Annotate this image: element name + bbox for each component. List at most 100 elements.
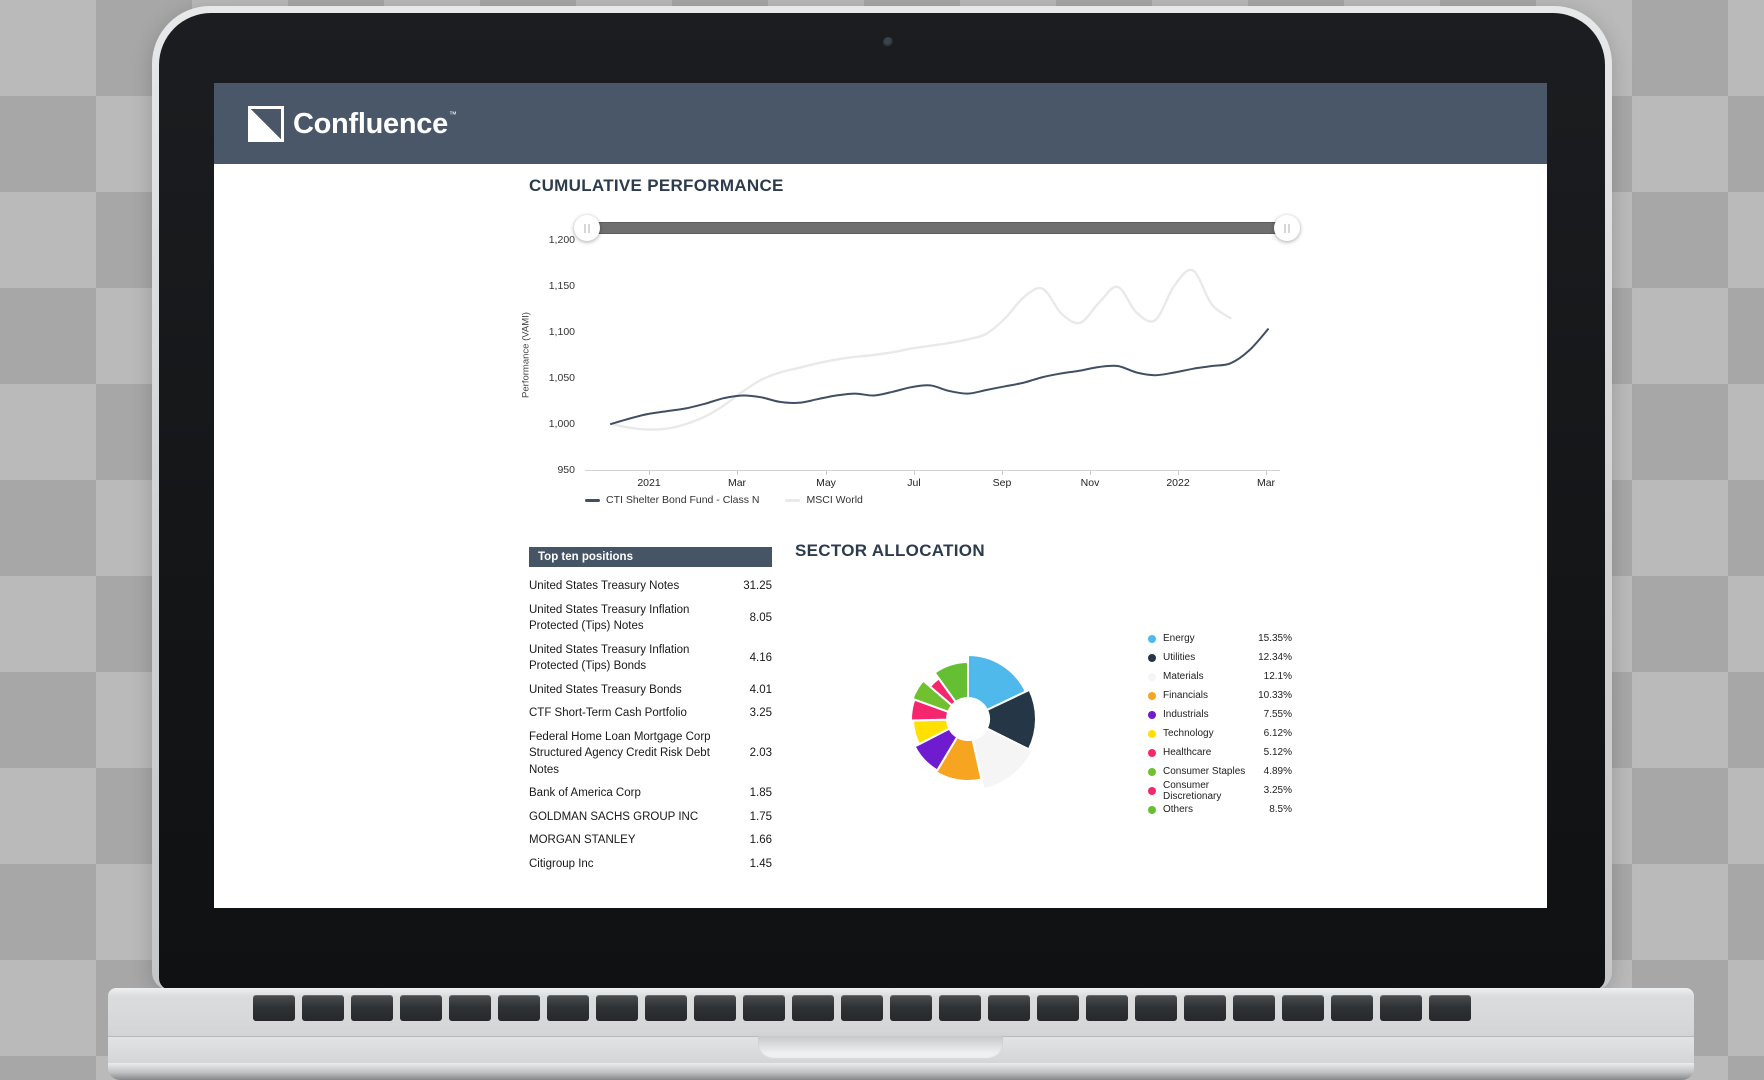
position-name: United States Treasury Bonds [529,683,682,696]
legend-item[interactable]: MSCI World [785,494,863,506]
sector-percentage: 7.55% [1263,709,1292,720]
keyboard-key [596,995,638,1021]
sector-name: Materials [1163,671,1204,682]
confluence-logo: Confluence ™ [248,104,457,144]
sector-legend-item[interactable]: Healthcare 5.12% [1148,743,1292,762]
keyboard-key [449,995,491,1021]
legend-dot-icon [1148,672,1156,681]
legend-item[interactable]: CTI Shelter Bond Fund - Class N [585,494,759,506]
sector-legend-item[interactable]: Consumer Staples 4.89% [1148,762,1292,781]
position-value: 3.25 [749,707,772,720]
position-value: 1.45 [749,857,772,870]
y-axis-tick-label: 950 [557,464,575,476]
table-row: MORGAN STANLEY 1.66 [529,832,772,849]
sector-legend-item[interactable]: Materials 12.1% [1148,667,1292,686]
x-axis-tick-mark [649,471,650,475]
y-axis-tick-label: 1,100 [548,326,575,338]
keyboard-key [1135,995,1177,1021]
position-name: United States Treasury Inflation Protect… [529,603,690,633]
position-value: 2.03 [749,747,772,760]
position-value: 31.25 [743,580,772,593]
x-axis-tick-label: Mar [727,477,747,489]
x-axis-tick-label: 2021 [637,477,661,489]
sector-name: Financials [1163,690,1209,701]
x-axis-tick-mark [826,471,827,475]
y-axis-title: Performance (VAMI) [520,312,532,398]
sector-legend-item[interactable]: Utilities 12.34% [1148,648,1292,667]
table-header: Top ten positions [529,547,772,567]
sector-legend-item[interactable]: Consumer Discretionary 3.25% [1148,780,1292,802]
pie-slice-industrials[interactable] [913,727,959,772]
lid-thumb-notch [758,1036,1003,1059]
confluence-logo-text: Confluence [293,107,448,140]
legend-dot-icon [1148,786,1156,795]
sector-legend-item[interactable]: Industrials 7.55% [1148,705,1292,724]
position-name: CTF Short-Term Cash Portfolio [529,707,687,719]
legend-series-name: MSCI World [806,494,863,506]
confluence-logo-icon [248,105,284,142]
legend-line-marker [785,498,801,502]
position-value: 1.66 [749,834,772,847]
sector-percentage: 8.5% [1269,804,1292,815]
keyboard-key [1331,995,1373,1021]
keyboard-key [694,995,736,1021]
pie-slice-materials[interactable] [971,727,1034,791]
x-axis-tick-mark [737,471,738,475]
sector-percentage: 4.89% [1263,766,1292,777]
x-axis-tick-mark [1002,471,1003,475]
x-axis-line [585,470,1280,471]
position-value: 1.75 [749,810,772,823]
keyboard-key [1233,995,1275,1021]
app-header: Confluence ™ [214,83,1547,164]
sector-legend-item[interactable]: Technology 6.12% [1148,724,1292,743]
keyboard-key [841,995,883,1021]
webcam-icon [883,37,894,48]
table-row: United States Treasury Inflation Protect… [529,642,772,675]
trademark-symbol: ™ [448,109,457,119]
position-name: United States Treasury Notes [529,580,680,592]
sector-name: Consumer Staples [1163,766,1246,777]
keyboard-key [1282,995,1324,1021]
pie-slice-financials[interactable] [935,736,983,782]
sector-legend-item[interactable]: Financials 10.33% [1148,686,1292,705]
y-axis-tick-label: 1,150 [548,280,575,292]
table-row: CTF Short-Term Cash Portfolio 3.25 [529,705,772,722]
position-value: 4.01 [749,683,772,696]
sector-name: Healthcare [1163,747,1212,758]
x-axis-tick-mark [1178,471,1179,475]
sector-percentage: 5.12% [1263,747,1292,758]
keyboard-key [253,995,295,1021]
table-body: United States Treasury Notes 31.25 United … [529,578,772,872]
keyboard-key [1184,995,1226,1021]
position-value: 1.85 [749,787,772,800]
position-name: Citigroup Inc [529,857,594,870]
legend-dot-icon [1148,748,1156,757]
sector-name: Technology [1163,728,1214,739]
x-axis-tick-label: Mar [1256,477,1276,489]
sector-allocation-donut-chart [910,654,1037,791]
position-name: GOLDMAN SACHS GROUP INC [529,810,699,823]
sector-legend-item[interactable]: Energy 15.35% [1148,629,1292,648]
sector-name: Others [1163,804,1194,815]
keyboard-key [988,995,1030,1021]
position-name: Federal Home Loan Mortgage Corp Structur… [529,730,711,776]
legend-dot-icon [1148,710,1156,719]
sector-percentage: 3.25% [1263,785,1292,796]
slider-grip-icon [1284,223,1290,233]
sector-legend-item[interactable]: Others 8.5% [1148,800,1292,819]
keyboard-key [547,995,589,1021]
sector-percentage: 6.12% [1263,728,1292,739]
x-axis-tick-label: Nov [1080,477,1100,489]
slider-handle-right[interactable] [1274,215,1300,241]
position-name: Bank of America Corp [529,787,641,799]
keyboard-keys [253,995,1485,1021]
keyboard-key [400,995,442,1021]
x-axis-tick-mark [914,471,915,475]
keyboard-key [743,995,785,1021]
table-row: United States Treasury Bonds 4.01 [529,682,772,699]
legend-dot-icon [1148,767,1156,776]
cumulative-performance-section: CUMULATIVE PERFORMANCE Performance (VAMI… [214,83,1547,908]
pie-slice-others[interactable] [933,661,969,703]
legend-dot-icon [1148,805,1156,814]
slider-handle-left[interactable] [574,215,600,241]
